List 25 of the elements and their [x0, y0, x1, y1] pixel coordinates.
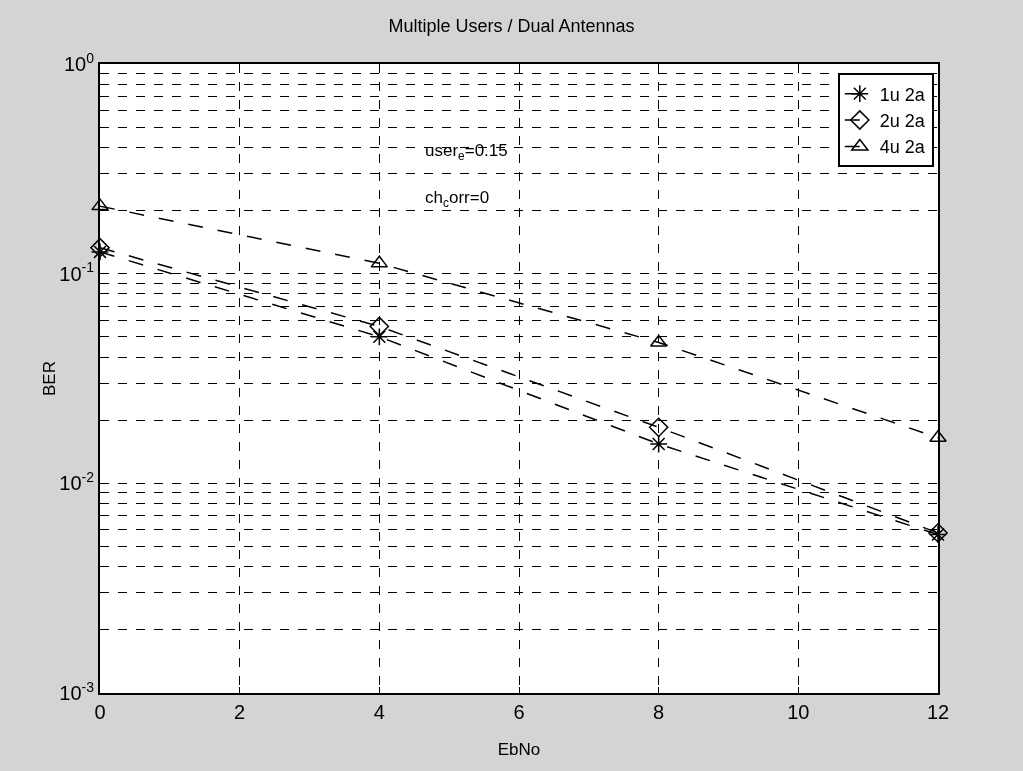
x-tick-label: 12	[926, 701, 950, 723]
point	[370, 327, 389, 346]
legend-label: 4u 2a	[879, 137, 926, 158]
y-tick-label: 10$^{-2}$	[59, 468, 95, 495]
x-tick-label: 6	[513, 701, 525, 723]
point	[648, 417, 669, 438]
point	[90, 237, 110, 258]
chart-title: Multiple Users / Dual Antennas	[388, 15, 635, 36]
x-tick-label: 8	[653, 701, 665, 723]
point	[369, 316, 390, 337]
legend-label: 1u 2a	[879, 84, 926, 105]
y-axis-title: BER	[40, 361, 59, 396]
y-tick-label: 10$^{-1}$	[59, 259, 95, 285]
x-tick-label: 10	[787, 701, 810, 723]
y-tick-label: 10$^{0}$	[63, 49, 95, 75]
legend-label: 2u 2a	[879, 111, 926, 132]
point	[649, 434, 668, 454]
x-tick-label: 4	[373, 701, 385, 723]
x-tick-label: 2	[234, 701, 246, 723]
point	[91, 198, 109, 211]
x-axis-title: EbNo	[497, 740, 541, 759]
x-tick-label: 0	[94, 701, 106, 723]
y-tick-label: 10$^{-3}$	[59, 678, 95, 704]
point	[90, 242, 110, 262]
annotation: ch$_{c}$orr=0	[425, 188, 490, 210]
